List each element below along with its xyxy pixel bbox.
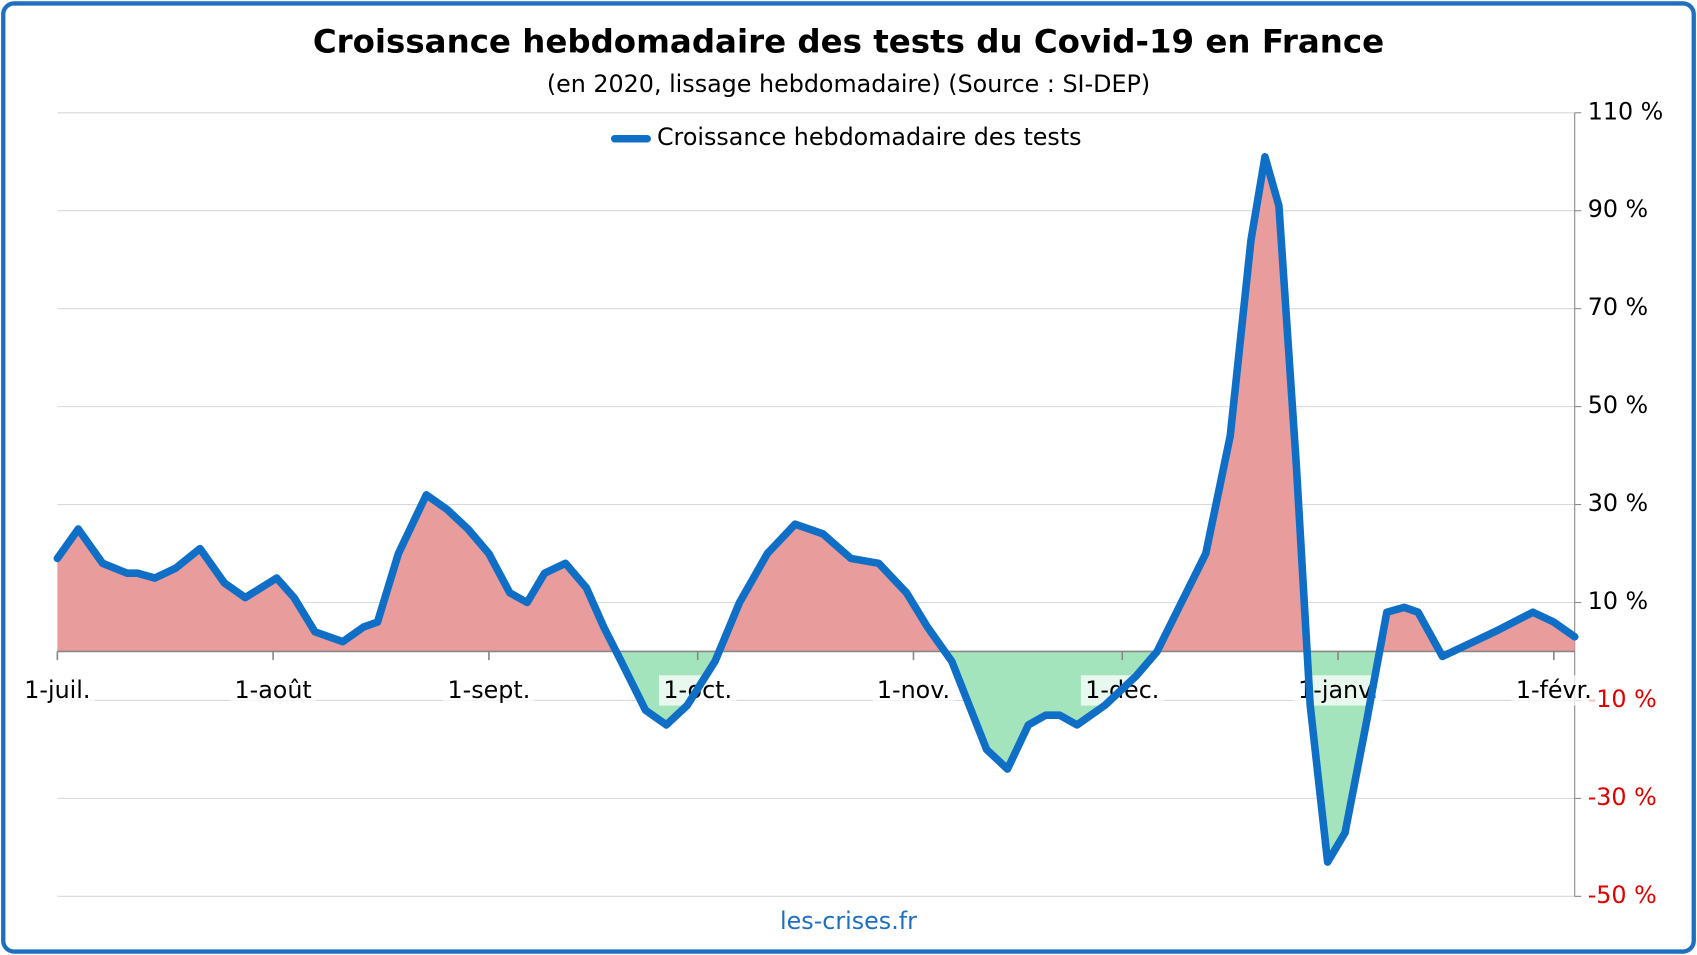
x-tick-label-bg: [443, 675, 535, 706]
x-tick-label-bg: [19, 675, 95, 706]
y-tick-label: -10 %: [1588, 685, 1657, 713]
positive-area: [57, 156, 1575, 652]
y-tick-label: 90 %: [1588, 195, 1648, 223]
y-tick-label: -50 %: [1588, 881, 1657, 909]
x-tick-label: 1-août: [234, 676, 311, 704]
y-tick-label: 110 %: [1588, 97, 1664, 125]
legend-label: Croissance hebdomadaire des tests: [657, 123, 1082, 151]
y-tick-label: 50 %: [1588, 391, 1648, 419]
x-tick-label-bg: [1511, 675, 1597, 706]
line: [53, 153, 1579, 866]
y-tick-label: 30 %: [1588, 489, 1648, 517]
y-tick-label: 70 %: [1588, 293, 1648, 321]
x-tick-label-bg: [230, 675, 317, 706]
x-tick-label-bg: [872, 675, 955, 706]
x-tick-label: 1-févr.: [1516, 676, 1592, 704]
y-tick-label: -30 %: [1588, 783, 1657, 811]
x-tick-label: 1-nov.: [877, 676, 950, 704]
chart-subtitle: (en 2020, lissage hebdomadaire) (Source …: [547, 70, 1150, 98]
x-tick-label: 1-juil.: [24, 676, 90, 704]
y-tick-label: 10 %: [1588, 587, 1648, 615]
x-tick-label: 1-sept.: [448, 676, 531, 704]
source: les-crises.fr: [780, 907, 917, 935]
chart-title: Croissance hebdomadaire des tests du Cov…: [313, 23, 1384, 61]
